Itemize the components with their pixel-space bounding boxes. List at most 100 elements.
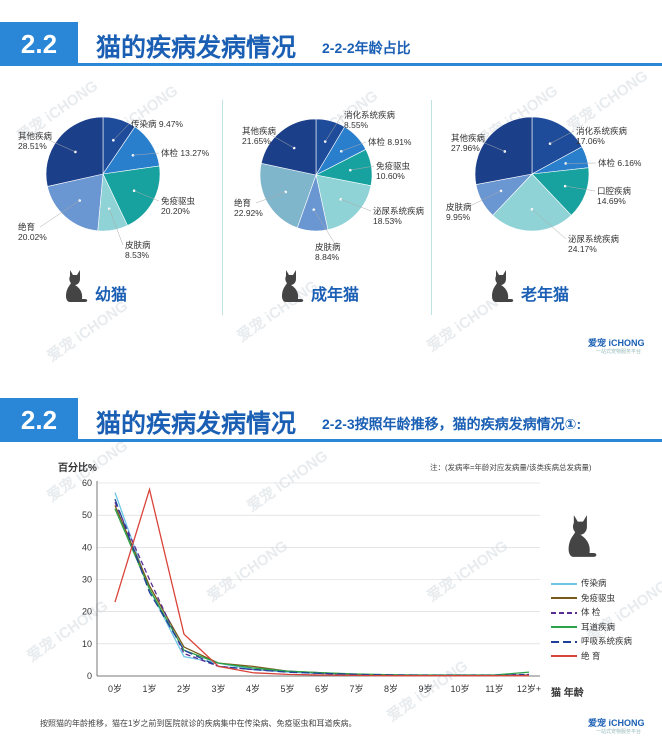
pie-label-name: 泌尿系统疾病 xyxy=(373,206,425,216)
pie-slice xyxy=(47,173,104,232)
legend-swatch xyxy=(551,640,577,643)
pie-label: 泌尿系统疾病 24.17% xyxy=(568,234,619,254)
pie-slice xyxy=(531,116,583,175)
footnote: 按照猫的年龄推移，猫在1岁之前到医院就诊的疾病集中在传染病、免疫驱虫和耳道疾病。 xyxy=(40,719,357,728)
x-tick-label: 6岁 xyxy=(315,683,329,694)
pie-slice xyxy=(492,173,572,232)
pie-slice-marker xyxy=(292,146,296,150)
pie-label-value: 9.95% xyxy=(446,212,471,222)
category-label-kitten: 幼猫 xyxy=(95,287,128,304)
x-tick-label: 7岁 xyxy=(349,683,363,694)
pie-label: 其他疾病 27.96% xyxy=(451,133,485,153)
x-tick-label: 11岁 xyxy=(485,683,503,694)
pie-label-name: 泌尿系统疾病 xyxy=(568,234,620,244)
leader-line xyxy=(341,141,367,152)
pie-slice-marker xyxy=(107,207,111,211)
section-title: 猫的疾病发病情况 xyxy=(96,34,297,62)
pie-label-name: 消化系统疾病 xyxy=(576,126,628,136)
pie-slice xyxy=(531,167,590,216)
leader-line xyxy=(108,208,124,246)
section-subtitle: 2-2-2年龄占比 xyxy=(322,40,411,56)
pie-slice-marker xyxy=(563,184,567,188)
pie-slice-marker xyxy=(499,189,503,193)
pie-slice-marker xyxy=(284,190,287,194)
leader-line xyxy=(132,152,160,156)
pie-charts xyxy=(39,114,597,248)
pie-label-name: 皮肤病 xyxy=(125,240,151,250)
pie-label-value: 8.84% xyxy=(315,252,340,262)
pie-slice xyxy=(259,162,317,229)
leader-line xyxy=(467,190,502,208)
pie-label-name: 体检 xyxy=(161,148,179,158)
pie-label: 泌尿系统疾病 18.53% xyxy=(373,206,424,226)
x-tick-label: 1岁 xyxy=(142,683,156,694)
leader-line xyxy=(350,165,375,171)
legend-swatch xyxy=(551,582,577,585)
pie-label: 体检 8.91% xyxy=(368,137,412,147)
pie-label: 绝育 20.02% xyxy=(18,222,47,242)
pie-label: 体检 6.16% xyxy=(598,158,642,168)
pie-label-value: 17.06% xyxy=(576,136,605,146)
pie-label-value: 20.02% xyxy=(18,232,47,242)
pie-label: 免疫驱虫 20.20% xyxy=(161,196,195,216)
x-tick-label: 10岁 xyxy=(450,683,469,694)
pie-label-value: 13.27% xyxy=(180,148,210,158)
pie-label: 其他疾病 28.51% xyxy=(18,131,52,151)
y-tick-label: 10 xyxy=(82,639,92,649)
pie-slice xyxy=(315,174,372,231)
leader-line xyxy=(263,130,295,149)
pie-label-value: 10.60% xyxy=(376,171,405,181)
legend-swatch xyxy=(551,597,577,600)
x-tick-label: 9岁 xyxy=(418,683,432,694)
divider xyxy=(222,100,223,315)
legend-label: 体 检 xyxy=(581,607,601,617)
pie-label-value: 27.96% xyxy=(451,143,480,153)
series-line xyxy=(114,505,530,677)
pie-label-value: 24.17% xyxy=(568,244,597,254)
pie-label-name: 其他疾病 xyxy=(18,131,53,141)
leader-line xyxy=(325,114,343,142)
section-header-bar xyxy=(78,63,662,66)
legend-swatch xyxy=(551,611,577,614)
leader-line xyxy=(113,123,130,141)
pie-label: 皮肤病 9.95% xyxy=(446,202,472,222)
x-tick-label: 0岁 xyxy=(108,683,122,694)
pie-label-value: 22.92% xyxy=(234,208,263,218)
leader-line xyxy=(531,209,567,240)
legend-entry: 免疫驱虫 xyxy=(551,592,615,604)
leader-line xyxy=(472,137,505,152)
x-tick-label: 5岁 xyxy=(280,683,294,694)
legend-swatch xyxy=(551,626,577,629)
line-chart: 0 10 20 30 40 50 60 0岁 1岁 2岁 3岁 4岁 5岁 6岁 7岁 8岁 9岁 10岁 11岁 1… xyxy=(82,478,541,694)
pie-label-name: 传染病 xyxy=(131,119,157,129)
pie-slice-marker xyxy=(503,150,507,153)
y-axis-label: 百分比% xyxy=(58,463,97,474)
pie-label: 免疫驱虫 10.60% xyxy=(376,161,410,181)
pie-label: 传染病 9.47% xyxy=(131,119,183,129)
y-tick-label: 60 xyxy=(82,478,92,488)
cat-silhouette-icon xyxy=(66,270,88,302)
pie-label-value: 8.53% xyxy=(125,250,150,260)
legend-entry: 耳道疾病 xyxy=(551,621,615,633)
divider xyxy=(431,100,432,315)
leader-line xyxy=(255,191,286,204)
y-tick-label: 0 xyxy=(87,671,92,681)
pie-label-name: 绝育 xyxy=(18,222,36,232)
leader-line xyxy=(549,130,575,144)
pie-label-name: 绝育 xyxy=(234,198,252,208)
legend-label: 传染病 xyxy=(581,578,607,588)
x-tick-label: 4岁 xyxy=(246,683,260,694)
pie-label-name: 体检 xyxy=(368,137,386,147)
x-tick-label: 2岁 xyxy=(177,683,191,694)
section-subtitle: 2-2-3按照年龄推移，猫的疾病发病情况①: xyxy=(322,416,582,432)
x-tick-label: 8岁 xyxy=(384,683,398,694)
pie-slice xyxy=(102,165,161,226)
y-tick-label: 40 xyxy=(82,542,92,552)
pie-label: 皮肤病 8.53% xyxy=(125,240,151,260)
pie-label-value: 9.47% xyxy=(158,119,183,129)
pie-label-name: 口腔疾病 xyxy=(597,186,632,196)
pie-label-value: 28.51% xyxy=(18,141,47,151)
legend-label: 呼吸系统疾病 xyxy=(581,636,633,646)
pie-label: 体检 13.27% xyxy=(161,148,209,158)
series-line xyxy=(114,486,529,677)
